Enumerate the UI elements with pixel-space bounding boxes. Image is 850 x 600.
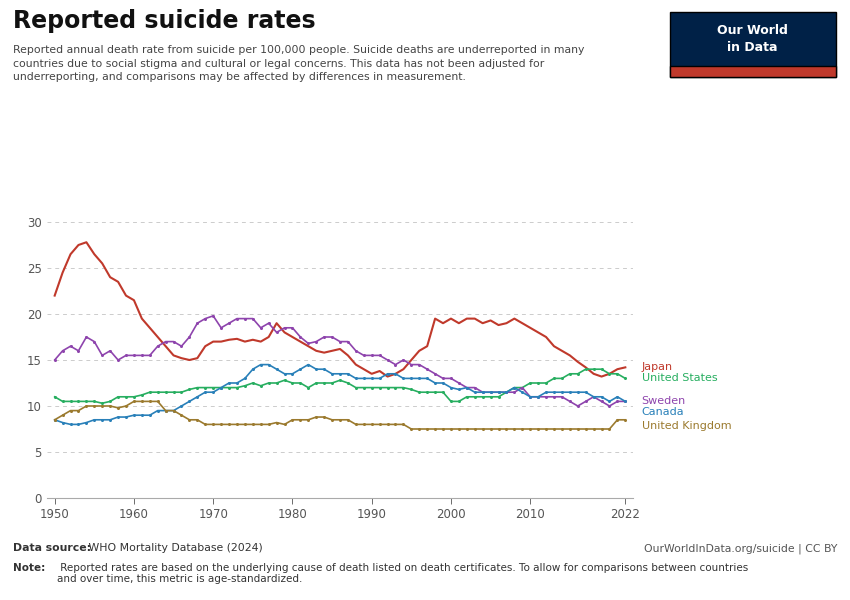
Text: Sweden: Sweden (642, 397, 686, 406)
Text: Reported rates are based on the underlying cause of death listed on death certif: Reported rates are based on the underlyi… (57, 563, 748, 584)
Text: Canada: Canada (642, 407, 684, 418)
Text: WHO Mortality Database (2024): WHO Mortality Database (2024) (85, 543, 263, 553)
Text: Our World
in Data: Our World in Data (717, 24, 788, 54)
Text: United Kingdom: United Kingdom (642, 421, 731, 431)
Text: Reported suicide rates: Reported suicide rates (13, 9, 315, 33)
Text: Japan: Japan (642, 362, 673, 373)
Text: OurWorldInData.org/suicide | CC BY: OurWorldInData.org/suicide | CC BY (644, 543, 837, 553)
Text: Note:: Note: (13, 563, 45, 573)
Text: United States: United States (642, 373, 717, 383)
Text: Data source:: Data source: (13, 543, 91, 553)
Text: Reported annual death rate from suicide per 100,000 people. Suicide deaths are u: Reported annual death rate from suicide … (13, 45, 584, 82)
